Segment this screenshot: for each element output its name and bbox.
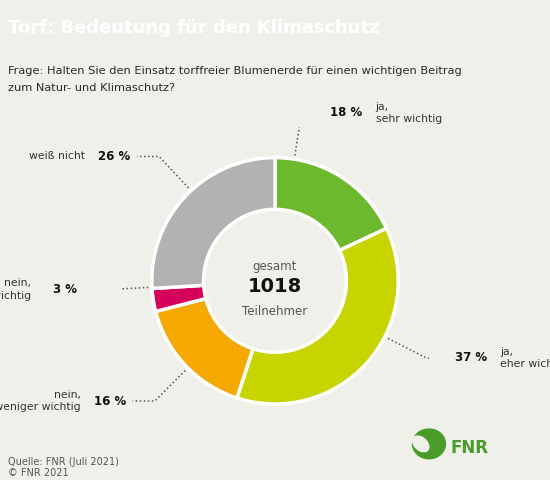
Text: nein,
eher weniger wichtig: nein, eher weniger wichtig [0,390,81,412]
Wedge shape [275,157,387,251]
Wedge shape [156,299,253,398]
Text: zum Natur- und Klimaschutz?: zum Natur- und Klimaschutz? [8,83,175,93]
Wedge shape [152,285,206,312]
Text: Teilnehmer: Teilnehmer [243,305,307,318]
Wedge shape [152,157,275,288]
Text: gesamt: gesamt [253,260,297,273]
Text: nein,
gar nicht wichtig: nein, gar nicht wichtig [0,278,31,301]
Text: Torf: Bedeutung für den Klimaschutz: Torf: Bedeutung für den Klimaschutz [8,19,380,36]
Ellipse shape [412,429,446,459]
Text: 1018: 1018 [248,277,302,297]
Ellipse shape [412,436,429,452]
Wedge shape [237,228,398,404]
Text: FNR: FNR [451,439,489,457]
Text: 26 %: 26 % [98,150,131,163]
Text: 3 %: 3 % [53,283,77,296]
Text: Frage: Halten Sie den Einsatz torffreier Blumenerde für einen wichtigen Beitrag: Frage: Halten Sie den Einsatz torffreier… [8,66,462,76]
Text: ja,
sehr wichtig: ja, sehr wichtig [376,102,442,124]
Text: 37 %: 37 % [455,351,487,364]
Text: 18 %: 18 % [330,107,362,120]
Text: Quelle: FNR (Juli 2021)
© FNR 2021: Quelle: FNR (Juli 2021) © FNR 2021 [8,456,119,478]
Text: weiß nicht: weiß nicht [29,152,85,161]
Text: ja,
eher wichtig: ja, eher wichtig [500,347,550,369]
Text: 16 %: 16 % [94,395,126,408]
